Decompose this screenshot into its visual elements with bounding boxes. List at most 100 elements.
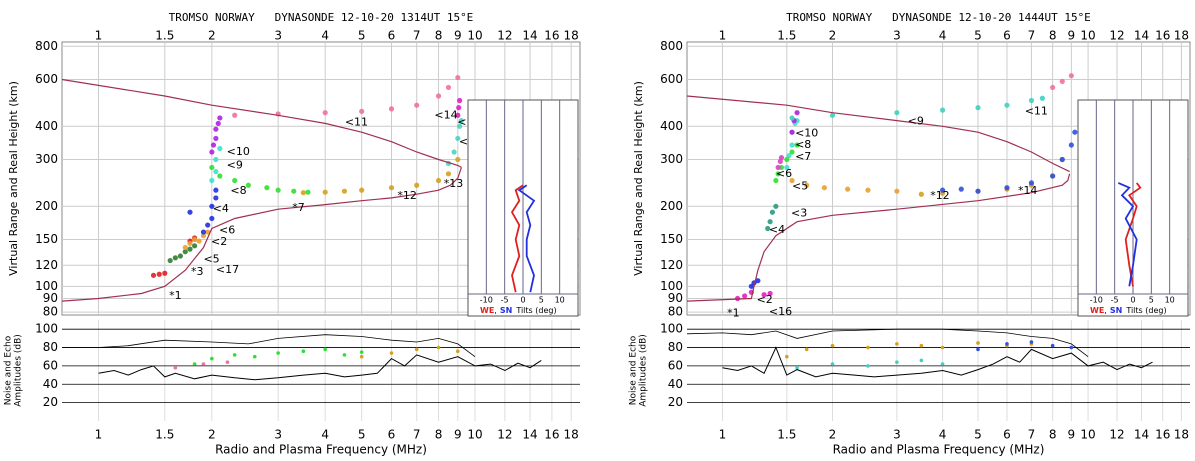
- echo-point: [173, 255, 178, 260]
- amplitude-point: [1030, 340, 1034, 344]
- amplitude-point: [1005, 342, 1009, 346]
- amplitude-point: [831, 344, 835, 348]
- y-axis-label: Virtual Range and Real Height (km): [7, 81, 20, 276]
- echo-point: [742, 293, 747, 298]
- amplitude-point: [202, 362, 206, 366]
- y-tick-label: 400: [35, 119, 58, 133]
- x-tick-label: 14: [522, 428, 537, 442]
- echo-point: [773, 204, 778, 209]
- amplitude-point: [866, 364, 870, 368]
- echo-point: [217, 115, 222, 120]
- y-tick-label: 400: [660, 119, 683, 133]
- x-axis-label: Radio and Plasma Frequency (MHz): [215, 443, 427, 457]
- echo-point: [213, 188, 218, 193]
- noise-tick-label: 20: [668, 395, 683, 409]
- echo-point: [264, 185, 269, 190]
- x-tick-label: 18: [564, 428, 579, 442]
- y-axis-label: Virtual Range and Real Height (km): [632, 81, 645, 276]
- echo-point: [232, 113, 237, 118]
- y-tick-label: 600: [660, 72, 683, 86]
- echo-point: [457, 98, 462, 103]
- echo-point: [291, 189, 296, 194]
- echo-point: [919, 192, 924, 197]
- x-tick-label-top: 2: [208, 29, 216, 43]
- trace-label: <16: [769, 305, 792, 318]
- echo-point: [209, 216, 214, 221]
- echo-point: [794, 110, 799, 115]
- x-tick-label: 12: [497, 428, 512, 442]
- x-tick-label: 6: [1003, 428, 1011, 442]
- trace-label: <5: [203, 253, 219, 266]
- noise-tick-label: 80: [668, 340, 683, 354]
- echo-point: [975, 105, 980, 110]
- echo-point: [1050, 173, 1055, 178]
- echo-point: [187, 241, 192, 246]
- amplitude-point: [193, 362, 197, 366]
- echo-point: [209, 149, 214, 154]
- noise-tick-label: 100: [660, 322, 683, 336]
- x-tick-label: 4: [321, 428, 329, 442]
- amplitude-point: [795, 366, 799, 370]
- echo-point: [789, 130, 794, 135]
- x-tick-label-top: 8: [1049, 29, 1057, 43]
- trace-label: <11: [1025, 104, 1048, 117]
- amplitude-point: [456, 349, 460, 353]
- tilt-legend-entry: ,: [1104, 306, 1107, 315]
- amplitude-point: [390, 351, 394, 355]
- trace-label: <8: [795, 138, 811, 151]
- x-tick-label-top: 16: [1155, 29, 1170, 43]
- x-tick-label: 8: [1049, 428, 1057, 442]
- echo-point: [187, 247, 192, 252]
- echo-point: [183, 245, 188, 250]
- echo-point: [789, 115, 794, 120]
- amplitude-point: [941, 346, 945, 350]
- x-tick-label: 9: [1068, 428, 1076, 442]
- trace-label: <6: [776, 167, 792, 180]
- tilt-tick-label: 0: [1130, 296, 1135, 305]
- trace-label: *12: [930, 189, 950, 202]
- tilt-tick-label: -10: [480, 296, 493, 305]
- echo-point: [436, 93, 441, 98]
- trace-label: <10: [795, 127, 818, 140]
- noise-tick-label: 60: [668, 358, 683, 372]
- y-tick-label: 300: [35, 152, 58, 166]
- trace-label: *3: [191, 265, 204, 278]
- x-tick-label-top: 3: [893, 29, 901, 43]
- echo-point: [389, 185, 394, 190]
- tilt-tick-label: -5: [501, 296, 509, 305]
- amplitude-point: [941, 362, 945, 366]
- x-tick-label-top: 1: [95, 29, 103, 43]
- trace-label: <11: [345, 116, 368, 129]
- noise-axis-label: Noise and Echo: [4, 335, 14, 405]
- x-tick-label-top: 2: [829, 29, 837, 43]
- tilt-tick-label: 10: [1165, 296, 1175, 305]
- x-tick-label: 5: [358, 428, 366, 442]
- y-tick-label: 600: [35, 72, 58, 86]
- x-tick-label-top: 10: [467, 29, 482, 43]
- y-tick-label: 90: [43, 291, 58, 305]
- x-tick-label-top: 7: [1028, 29, 1036, 43]
- echo-point: [276, 188, 281, 193]
- x-tick-label: 3: [274, 428, 282, 442]
- noise-tick-label: 20: [43, 395, 58, 409]
- y-tick-label: 150: [35, 232, 58, 246]
- x-tick-label: 18: [1174, 428, 1189, 442]
- chart-title: TROMSO NORWAY DYNASONDE 12-10-20 1444UT …: [786, 11, 1091, 24]
- x-tick-label-top: 10: [1080, 29, 1095, 43]
- amplitude-point: [920, 344, 924, 348]
- echo-point: [323, 110, 328, 115]
- trace-label: <2: [757, 293, 773, 306]
- echo-point: [770, 210, 775, 215]
- trace-label: <7: [795, 150, 811, 163]
- y-tick-label: 800: [35, 39, 58, 53]
- trace-label: <9: [908, 114, 924, 127]
- echo-point: [151, 273, 156, 278]
- echo-point: [205, 222, 210, 227]
- y-tick-label: 100: [660, 279, 683, 293]
- amplitude-point: [866, 346, 870, 350]
- echo-point: [192, 237, 197, 242]
- noise-tick-label: 40: [668, 377, 683, 391]
- echo-point: [1004, 185, 1009, 190]
- echo-point: [414, 183, 419, 188]
- amplitude-point: [343, 353, 347, 357]
